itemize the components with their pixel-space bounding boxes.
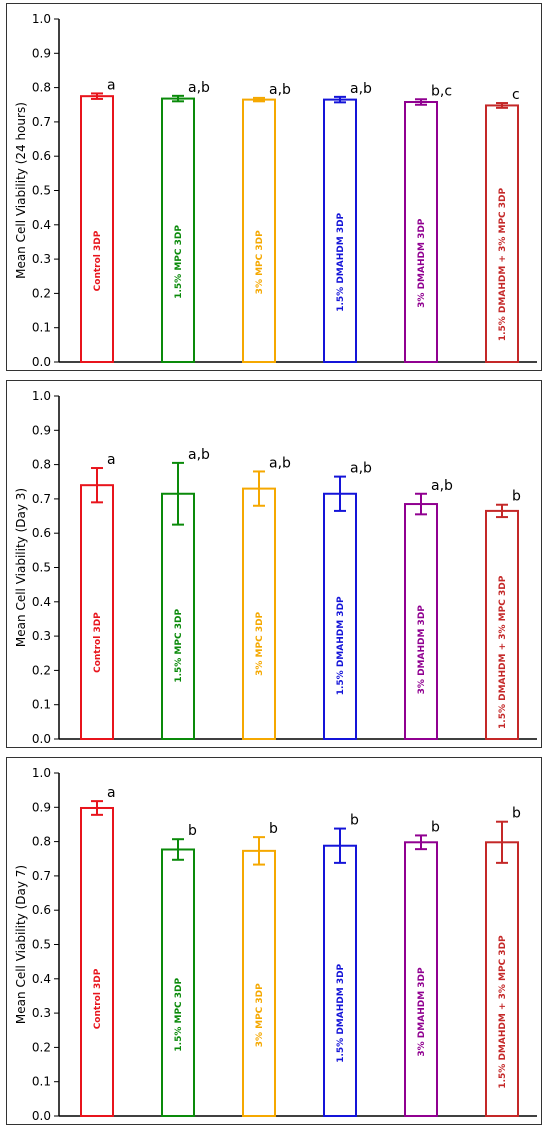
y-tick-label: 0.9 <box>32 800 51 814</box>
y-tick-label: 0.5 <box>32 561 51 575</box>
y-tick-label: 0.3 <box>32 252 51 266</box>
y-tick-label: 0.6 <box>32 903 51 917</box>
significance-letter: a <box>107 77 116 93</box>
chart-panel-day7: Mean Cell Viability (Day 7) 0.0 0.1 0.2 0.3 0… <box>6 757 542 1125</box>
y-axis-label: Mean Cell Viability (Day 7) <box>14 865 28 1024</box>
y-tick-label: 0.5 <box>32 184 51 198</box>
bar-category-label: 1.5% DMAHDM + 3% MPC 3DP <box>498 935 508 1089</box>
y-tick-label: 0.1 <box>32 1075 51 1089</box>
significance-letter: a,b <box>269 455 291 471</box>
bar-category-label: 1.5% DMAHDM + 3% MPC 3DP <box>498 187 508 341</box>
bar-category-label: 1.5% MPC 3DP <box>174 225 184 299</box>
y-tick-label: 0.5 <box>32 938 51 952</box>
y-tick-label: 0.4 <box>32 218 51 232</box>
bar <box>80 95 114 364</box>
significance-letter: a,b <box>269 82 291 98</box>
significance-letter: a <box>107 452 116 468</box>
bar-category-label: 3% DMAHDM 3DP <box>417 605 427 695</box>
significance-letter: b <box>188 823 197 839</box>
significance-letter: b <box>512 489 521 505</box>
y-tick-label: 0.7 <box>32 869 51 883</box>
bar <box>80 484 114 741</box>
y-tick-label: 0.6 <box>32 526 51 540</box>
bar-category-label: 1.5% DMAHDM 3DP <box>336 212 346 311</box>
y-axis-label: Mean Cell Viability (Day 3) <box>14 488 28 647</box>
y-tick-label: 0.3 <box>32 629 51 643</box>
significance-letter: c <box>512 87 520 103</box>
y-tick-label: 0.3 <box>32 1006 51 1020</box>
bar-category-label: 1.5% DMAHDM + 3% MPC 3DP <box>498 575 508 729</box>
y-tick-label: 1.0 <box>32 766 51 780</box>
bar-category-label: Control 3DP <box>93 968 103 1029</box>
bar-category-label: 3% DMAHDM 3DP <box>417 218 427 308</box>
y-tick-label: 0.9 <box>32 423 51 437</box>
y-tick-label: 0.6 <box>32 149 51 163</box>
bar-category-label: 1.5% MPC 3DP <box>174 977 184 1051</box>
y-tick-label: 0.7 <box>32 115 51 129</box>
y-tick-label: 0.9 <box>32 46 51 60</box>
bar-category-label: 3% MPC 3DP <box>255 983 265 1047</box>
chart-24h: Mean Cell Viability (24 hours) 0.0 0.1 0.2 0… <box>14 12 537 369</box>
significance-letter: b <box>431 819 440 835</box>
significance-letter: b <box>512 806 521 822</box>
chart-panel-day3: Mean Cell Viability (Day 3) 0.0 0.1 0.2 0.3 0… <box>6 380 542 748</box>
significance-letter: b,c <box>431 83 452 99</box>
bar-category-label: 1.5% DMAHDM 3DP <box>336 963 346 1062</box>
bar-category-label: Control 3DP <box>93 612 103 673</box>
y-axis-label: Mean Cell Viability (24 hours) <box>14 102 28 279</box>
y-tick-label: 0.4 <box>32 595 51 609</box>
y-tick-label: 0.1 <box>32 321 51 335</box>
y-tick-label: 0.8 <box>32 458 51 472</box>
significance-letter: b <box>269 821 278 837</box>
significance-letter: b <box>350 813 359 829</box>
y-tick-label: 0.0 <box>32 732 51 746</box>
y-tick-label: 1.0 <box>32 12 51 26</box>
y-tick-label: 0.7 <box>32 492 51 506</box>
significance-letter: a,b <box>188 447 210 463</box>
bar-category-label: Control 3DP <box>93 230 103 291</box>
y-tick-label: 0.0 <box>32 1109 51 1123</box>
bar-category-label: 1.5% DMAHDM 3DP <box>336 596 346 695</box>
bar <box>80 806 114 1118</box>
y-tick-label: 0.0 <box>32 355 51 369</box>
bar-category-label: 3% MPC 3DP <box>255 230 265 294</box>
y-tick-label: 0.2 <box>32 1040 51 1054</box>
significance-letter: a,b <box>350 461 372 477</box>
y-tick-label: 1.0 <box>32 389 51 403</box>
chart-panel-24h: Mean Cell Viability (24 hours) 0.0 0.1 0.2 0… <box>6 3 542 371</box>
bar-category-label: 3% MPC 3DP <box>255 611 265 675</box>
y-tick-label: 0.2 <box>32 286 51 300</box>
chart-day3: Mean Cell Viability (Day 3) 0.0 0.1 0.2 0.3 0… <box>14 389 537 746</box>
significance-letter: a <box>107 785 116 801</box>
significance-letter: a,b <box>431 478 453 494</box>
chart-day7: Mean Cell Viability (Day 7) 0.0 0.1 0.2 0.3 0… <box>14 766 537 1123</box>
significance-letter: a,b <box>350 81 372 97</box>
y-tick-label: 0.4 <box>32 972 51 986</box>
y-tick-label: 0.8 <box>32 81 51 95</box>
y-tick-label: 0.2 <box>32 663 51 677</box>
bar-category-label: 3% DMAHDM 3DP <box>417 967 427 1057</box>
y-tick-label: 0.1 <box>32 698 51 712</box>
bar-category-label: 1.5% MPC 3DP <box>174 609 184 683</box>
y-tick-label: 0.8 <box>32 835 51 849</box>
significance-letter: a,b <box>188 80 210 96</box>
